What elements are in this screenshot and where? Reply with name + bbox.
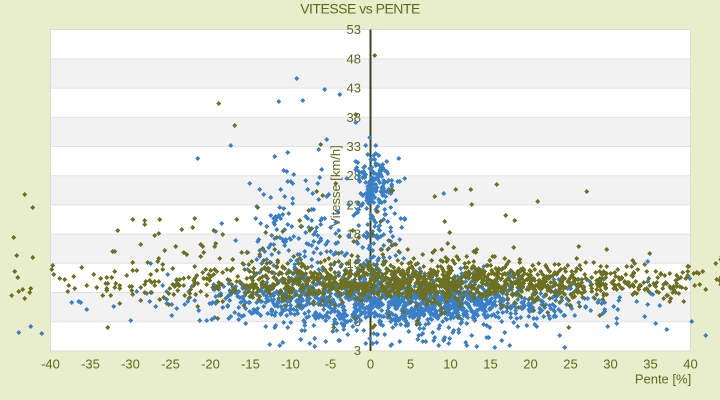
svg-text:20: 20: [523, 357, 537, 372]
svg-text:15: 15: [483, 357, 497, 372]
svg-text:53: 53: [347, 22, 361, 37]
svg-text:-35: -35: [81, 357, 100, 372]
svg-text:3: 3: [354, 314, 361, 329]
svg-text:10: 10: [443, 357, 457, 372]
svg-text:0: 0: [367, 357, 374, 372]
svg-text:-15: -15: [241, 357, 260, 372]
svg-text:3: 3: [354, 343, 361, 358]
svg-text:VITESSE vs PENTE: VITESSE vs PENTE: [300, 1, 420, 17]
svg-text:-10: -10: [281, 357, 300, 372]
svg-text:25: 25: [563, 357, 577, 372]
svg-text:Pente [%]: Pente [%]: [635, 372, 691, 387]
svg-text:48: 48: [347, 51, 361, 66]
svg-text:-40: -40: [41, 357, 60, 372]
svg-text:-5: -5: [325, 357, 337, 372]
svg-text:40: 40: [683, 357, 697, 372]
svg-text:35: 35: [643, 357, 657, 372]
svg-text:33: 33: [347, 139, 361, 154]
svg-text:-30: -30: [121, 357, 140, 372]
svg-text:30: 30: [603, 357, 617, 372]
svg-text:43: 43: [347, 81, 361, 96]
svg-text:38: 38: [347, 110, 361, 125]
svg-text:-20: -20: [201, 357, 220, 372]
svg-text:-25: -25: [161, 357, 180, 372]
svg-text:5: 5: [407, 357, 414, 372]
